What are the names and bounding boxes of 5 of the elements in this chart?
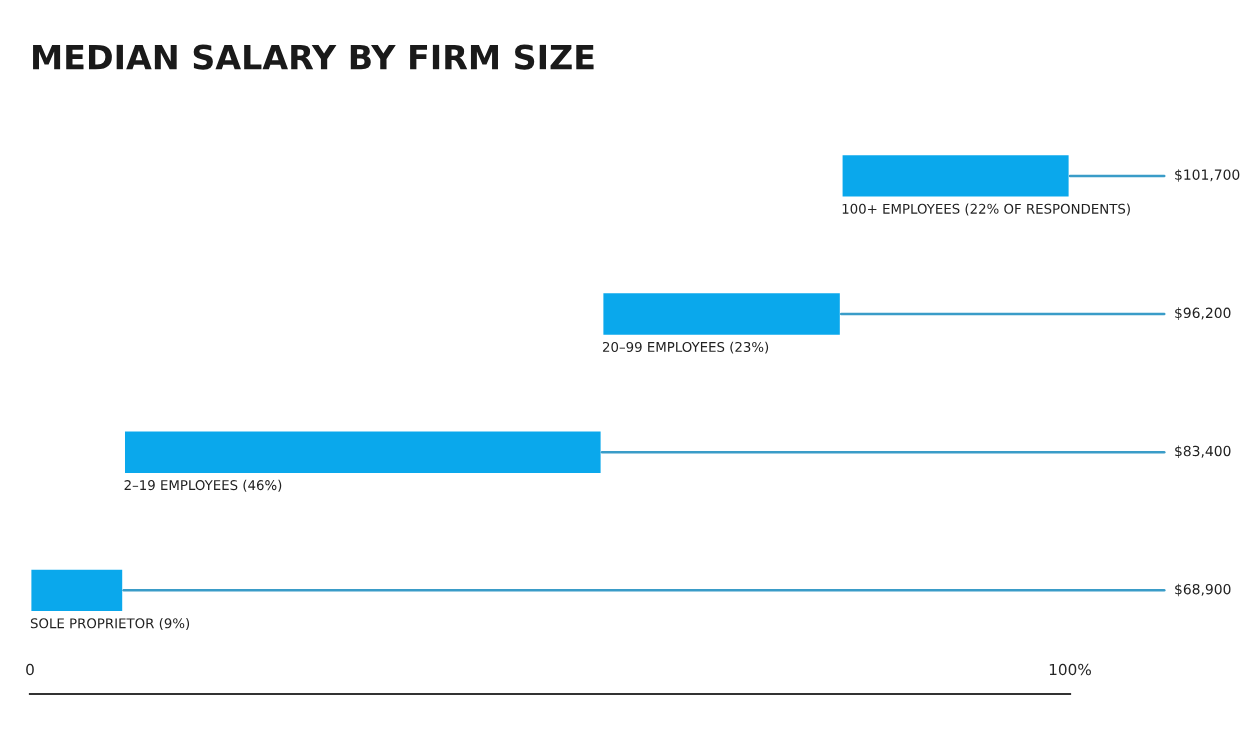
bar (30, 566, 125, 614)
bar (839, 152, 1070, 200)
chart-title: MEDIAN SALARY BY FIRM SIZE (33, 44, 594, 70)
bar (122, 428, 604, 476)
bar (600, 290, 843, 338)
